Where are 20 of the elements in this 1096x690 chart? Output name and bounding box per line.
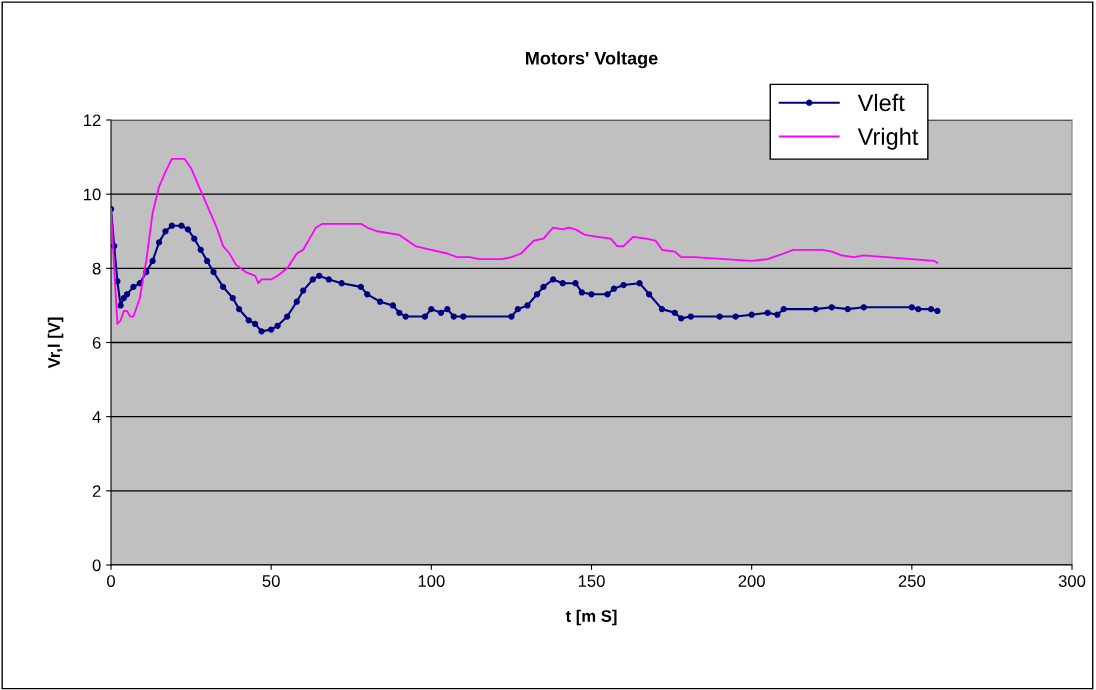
y-tick-label: 8 xyxy=(92,262,101,275)
y-tick-label: 6 xyxy=(92,336,101,349)
x-axis-title: t [m S] xyxy=(565,609,617,626)
x-tick-label: 200 xyxy=(738,575,765,587)
line-series xyxy=(111,158,939,325)
legend-label: Vleft xyxy=(857,93,905,112)
x-tick-label: 100 xyxy=(418,575,445,587)
x-tick-label: 50 xyxy=(262,575,280,587)
y-tick-label: 2 xyxy=(92,485,101,497)
y-tick-label: 4 xyxy=(92,411,101,423)
legend-label: Vright xyxy=(857,127,919,150)
y-tick-label: 12 xyxy=(84,114,101,127)
y-tick-label: 0 xyxy=(92,559,101,572)
x-tick-label: 0 xyxy=(107,575,115,587)
y-axis-title: Vr,l [V] xyxy=(47,317,64,369)
chart-title: Motors' Voltage xyxy=(526,51,658,69)
y-tick-label: 10 xyxy=(84,188,101,201)
x-tick-label: 250 xyxy=(898,575,926,587)
x-tick-label: 150 xyxy=(578,575,605,587)
x-tick-label: 300 xyxy=(1058,575,1086,587)
